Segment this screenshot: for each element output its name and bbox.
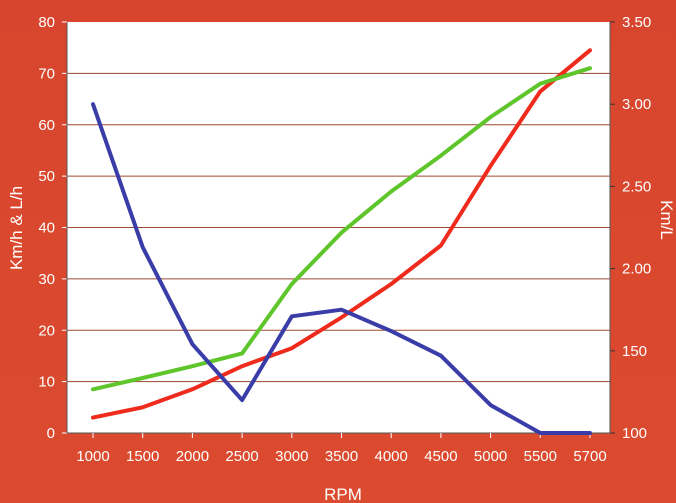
axes — [62, 21, 615, 438]
x-tick-label: 1500 — [126, 448, 159, 465]
y-right-tick-label: 2.00 — [622, 261, 651, 278]
x-tick-label: 4000 — [375, 448, 408, 465]
series-line-3 — [91, 102, 592, 435]
x-tick-label: 2000 — [176, 448, 209, 465]
x-axis-title: RPM — [324, 485, 362, 503]
tick-labels: 0 10 20 30 40 50 60 70 80 100 150 2.00 2.50 3.00 3.50 1… — [38, 14, 651, 465]
series-line-2 — [91, 66, 592, 392]
y-left-tick-label: 60 — [38, 117, 55, 134]
x-tick-label: 4500 — [424, 448, 457, 465]
y-right-tick-label: 3.00 — [622, 96, 651, 113]
x-tick-label: 2500 — [225, 448, 258, 465]
y-left-tick-label: 30 — [38, 271, 55, 288]
y-right-tick-label: 100 — [622, 425, 647, 442]
y-right-tick-label: 150 — [622, 343, 647, 360]
y-right-tick-label: 3.50 — [622, 14, 651, 31]
series-lines — [91, 48, 592, 435]
x-tick-label: 3000 — [275, 448, 308, 465]
y-left-tick-label: 70 — [38, 65, 55, 82]
y-left-tick-label: 0 — [47, 425, 55, 442]
x-tick-label: 5700 — [573, 448, 606, 465]
y-right-tick-label: 2.50 — [622, 178, 651, 195]
y-left-tick-label: 80 — [38, 14, 55, 31]
y-left-tick-label: 40 — [38, 220, 55, 237]
x-tick-label: 5500 — [524, 448, 557, 465]
x-tick-label: 1000 — [76, 448, 109, 465]
x-tick-label: 3500 — [325, 448, 358, 465]
y-axis-title-left: Km/h & L/h — [7, 186, 26, 270]
series-line-1 — [91, 48, 592, 420]
x-tick-label: 5000 — [474, 448, 507, 465]
y-axis-title-right: Km/L — [657, 200, 676, 240]
y-left-tick-label: 10 — [38, 374, 55, 391]
y-left-tick-label: 20 — [38, 322, 55, 339]
y-left-tick-label: 50 — [38, 168, 55, 185]
